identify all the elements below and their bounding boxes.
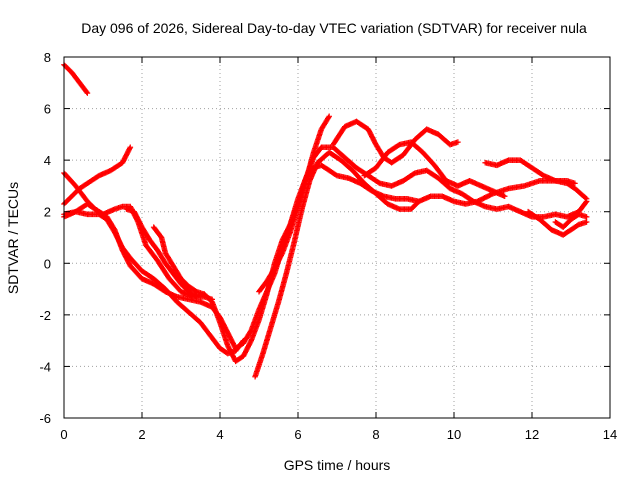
series-track-14 [552,211,590,230]
data-point [501,193,508,200]
series-track-11 [361,139,508,200]
data-point [415,199,421,206]
data-point [209,296,215,303]
data-point [127,144,134,151]
series-track-2 [61,162,590,352]
series-track-7 [150,224,208,298]
chart-title: Day 096 of 2026, Sidereal Day-to-day VTE… [81,20,587,36]
x-tick-label: 4 [216,427,223,442]
series-track-1 [61,61,91,96]
series-track-3 [61,144,590,365]
x-tick-label: 8 [372,427,379,442]
axis-ticks: 0 2 4 6 8 10 12 14 -6 -4 -2 0 2 4 6 8 [39,50,617,442]
x-tick-label: 6 [294,427,301,442]
data-points [61,61,590,380]
x-tick-label: 14 [603,427,617,442]
data-point [583,219,590,225]
series-track-6 [123,206,215,303]
x-axis-label: GPS time / hours [284,457,391,473]
y-tick-label: -2 [39,308,51,323]
data-point [583,199,589,206]
plot-frame [63,56,611,419]
y-tick-label: 8 [44,50,51,65]
x-tick-label: 10 [447,427,461,442]
data-point [239,338,246,345]
data-point [455,139,461,145]
data-point [83,89,90,95]
y-tick-label: -4 [39,359,51,374]
data-point [326,113,332,120]
y-tick-label: 6 [44,102,51,117]
data-point [416,198,422,205]
y-tick-label: 2 [44,205,51,220]
data-point [325,114,332,121]
x-tick-label: 0 [60,427,67,442]
y-axis-label: SDTVAR / TECUs [5,182,21,294]
data-point [84,90,91,96]
data-point [583,214,590,220]
data-point [240,337,247,344]
x-tick-label: 2 [138,427,145,442]
y-tick-label: 4 [44,153,51,168]
data-point [583,198,590,205]
data-point [201,291,208,298]
series-track-4 [61,144,134,207]
x-tick-label: 12 [525,427,539,442]
series-track-9 [252,149,422,380]
y-tick-label: 0 [44,256,51,271]
grid-lines [64,57,610,418]
y-tick-label: -6 [39,411,51,426]
series-track-8 [256,113,332,295]
series-track-13 [525,208,590,238]
series-track-10 [330,118,461,166]
series-track-12 [482,157,578,187]
data-point [572,180,578,187]
